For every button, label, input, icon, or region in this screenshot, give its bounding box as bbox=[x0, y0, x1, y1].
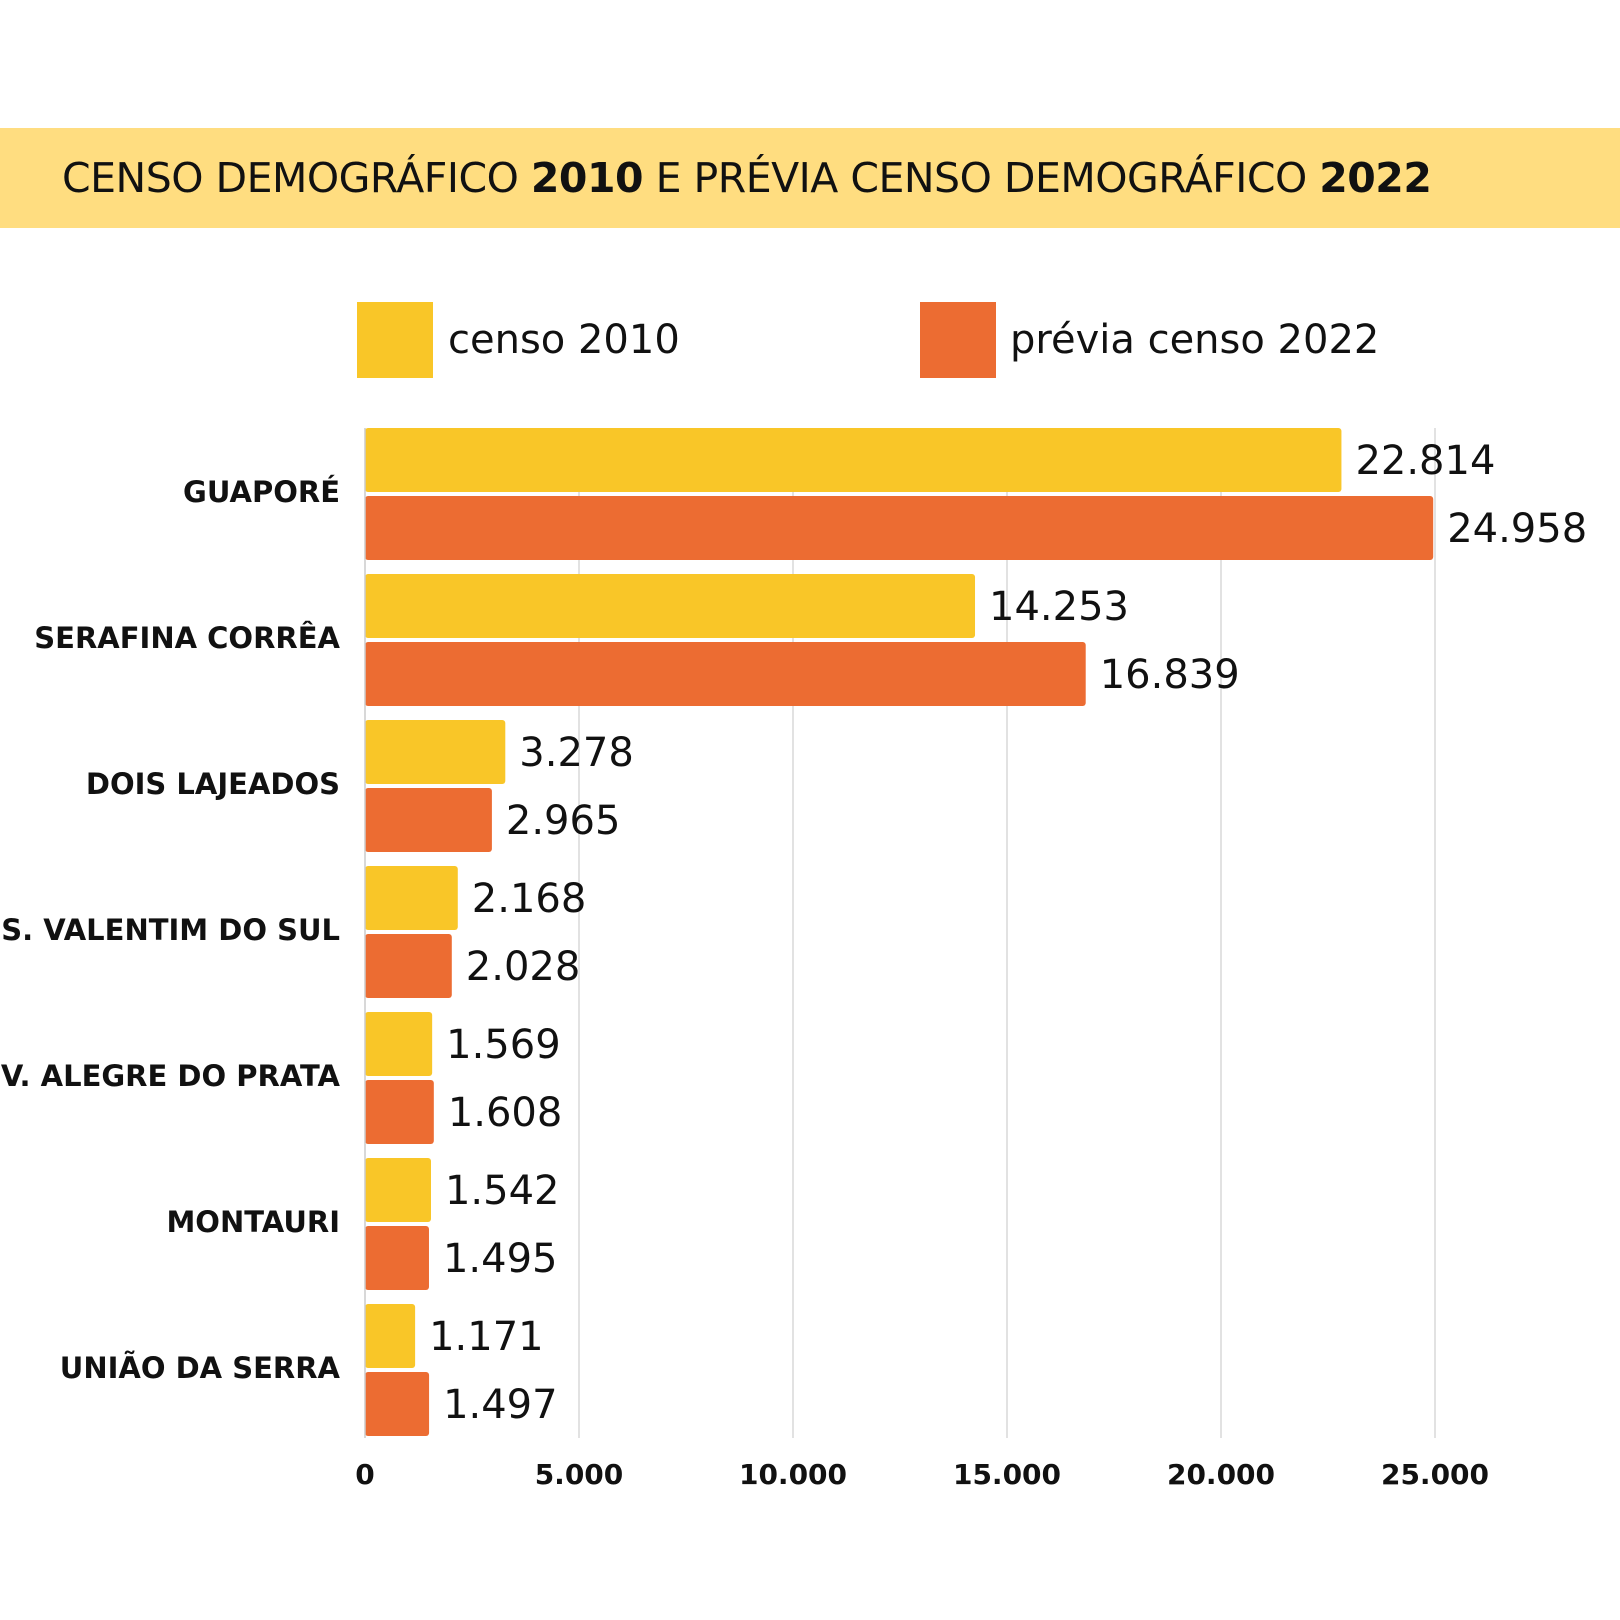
legend-swatch-previa-2022 bbox=[920, 302, 996, 378]
data-label: 16.839 bbox=[1100, 652, 1240, 698]
category-label: GUAPORÉ bbox=[183, 475, 340, 509]
bar-censo-2010 bbox=[365, 1158, 431, 1222]
x-tick-label: 10.000 bbox=[739, 1458, 847, 1491]
title-part2: E PRÉVIA CENSO DEMOGRÁFICO bbox=[643, 154, 1320, 202]
bar-previa-2022 bbox=[365, 1372, 430, 1436]
title-year2: 2022 bbox=[1319, 154, 1432, 202]
title-band bbox=[0, 128, 1620, 228]
category-label: V. ALEGRE DO PRATA bbox=[1, 1059, 341, 1093]
title-year1: 2010 bbox=[530, 154, 644, 202]
x-tick-label: 25.000 bbox=[1381, 1458, 1489, 1491]
x-tick-label: 15.000 bbox=[953, 1458, 1061, 1491]
data-label: 14.253 bbox=[989, 584, 1129, 630]
category-label: SERAFINA CORRÊA bbox=[34, 621, 340, 655]
data-label: 1.542 bbox=[445, 1168, 560, 1214]
data-label: 1.497 bbox=[443, 1382, 558, 1428]
bar-previa-2022 bbox=[365, 642, 1086, 706]
bar-previa-2022 bbox=[365, 1080, 434, 1144]
category-label: S. VALENTIM DO SUL bbox=[1, 913, 340, 947]
data-label: 24.958 bbox=[1447, 506, 1587, 552]
x-tick-label: 0 bbox=[355, 1458, 374, 1491]
data-label: 1.495 bbox=[443, 1236, 558, 1282]
category-label: UNIÃO DA SERRA bbox=[60, 1351, 341, 1385]
bar-censo-2010 bbox=[365, 574, 976, 638]
legend-label-censo-2010: censo 2010 bbox=[448, 317, 680, 363]
data-label: 22.814 bbox=[1355, 438, 1495, 484]
bar-censo-2010 bbox=[365, 720, 506, 784]
bar-previa-2022 bbox=[365, 1226, 429, 1290]
data-label: 1.569 bbox=[446, 1022, 561, 1068]
category-label: DOIS LAJEADOS bbox=[86, 767, 340, 801]
data-label: 1.608 bbox=[448, 1090, 563, 1136]
bar-censo-2010 bbox=[365, 866, 458, 930]
x-tick-label: 20.000 bbox=[1167, 1458, 1275, 1491]
x-tick-label: 5.000 bbox=[535, 1458, 624, 1491]
legend-swatch-censo-2010 bbox=[357, 302, 433, 378]
bar-censo-2010 bbox=[365, 1012, 433, 1076]
category-label: MONTAURI bbox=[166, 1205, 340, 1239]
data-label: 2.965 bbox=[506, 798, 621, 844]
chart-title: CENSO DEMOGRÁFICO 2010 E PRÉVIA CENSO DE… bbox=[62, 150, 1602, 206]
data-label: 3.278 bbox=[519, 730, 634, 776]
bar-previa-2022 bbox=[365, 496, 1434, 560]
data-label: 1.171 bbox=[429, 1314, 544, 1360]
legend-label-previa-2022: prévia censo 2022 bbox=[1010, 317, 1380, 363]
bar-previa-2022 bbox=[365, 788, 492, 852]
bar-censo-2010 bbox=[365, 428, 1342, 492]
data-label: 2.028 bbox=[466, 944, 581, 990]
title-part1: CENSO DEMOGRÁFICO bbox=[62, 154, 531, 202]
data-label: 2.168 bbox=[472, 876, 587, 922]
bar-censo-2010 bbox=[365, 1304, 416, 1368]
bar-previa-2022 bbox=[365, 934, 452, 998]
